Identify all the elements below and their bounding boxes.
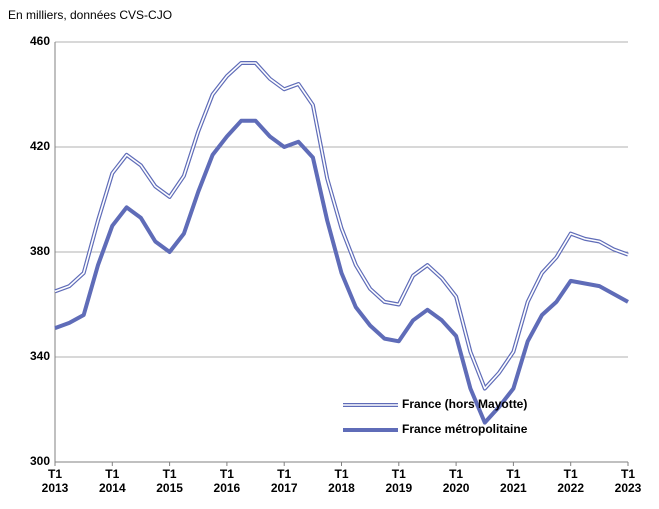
- x-tick-label: T1 2017: [270, 467, 298, 495]
- subtitle: En milliers, données CVS-CJO: [8, 8, 172, 22]
- x-tick-label: T1 2021: [500, 467, 527, 495]
- legend-label: France (hors Mayotte): [402, 397, 527, 411]
- y-tick-label: 300: [30, 454, 50, 468]
- y-tick-label: 460: [30, 34, 50, 48]
- y-tick-label: 380: [30, 244, 50, 258]
- x-tick-label: T1 2016: [213, 467, 241, 495]
- legend-label: France métropolitaine: [402, 422, 528, 436]
- y-tick-label: 420: [30, 139, 50, 153]
- line-series-inner: [54, 62, 629, 390]
- line-series: [54, 118, 629, 425]
- x-tick-label: T1 2018: [328, 467, 355, 495]
- x-tick-label: T1 2015: [156, 467, 183, 495]
- x-tick-label: T1 2014: [98, 467, 126, 495]
- y-tick-label: 340: [30, 349, 50, 363]
- x-tick-label: T1 2022: [557, 467, 585, 495]
- x-tick-label: T1 2020: [442, 467, 470, 495]
- x-tick-label: T1 2019: [385, 467, 413, 495]
- x-tick-label: T1 2023: [614, 467, 642, 495]
- x-tick-label: T1 2013: [41, 467, 69, 495]
